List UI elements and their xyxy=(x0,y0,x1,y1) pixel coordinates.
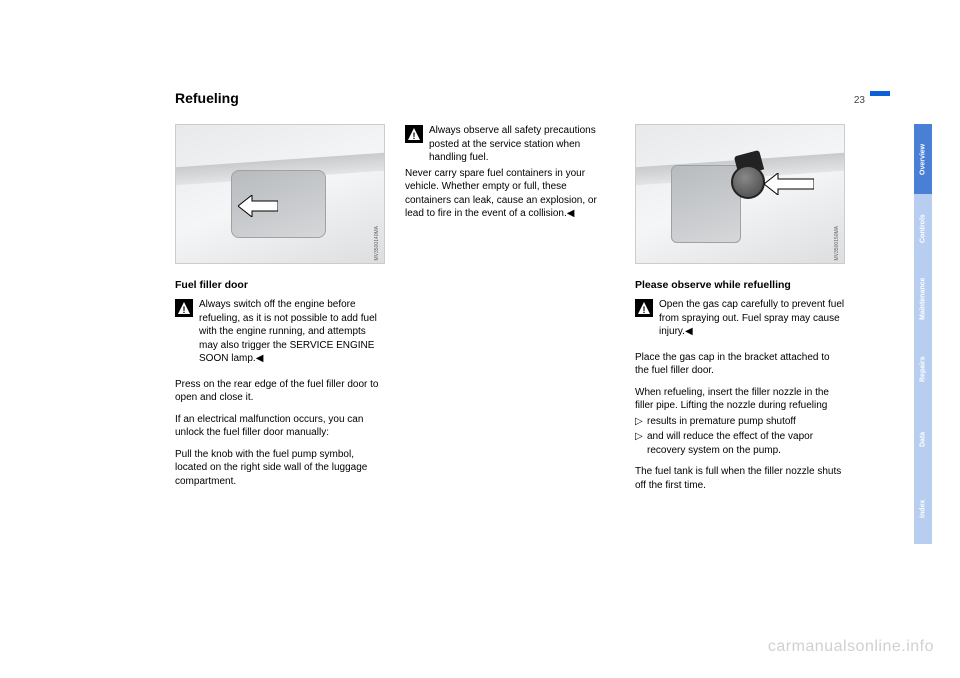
figure-fuel-door: MV3500140MA xyxy=(175,124,385,264)
tab-data[interactable]: Data xyxy=(914,404,932,474)
bullet-shutoff: ▷ results in premature pump shutoff xyxy=(635,415,845,429)
tab-controls[interactable]: Controls xyxy=(914,194,932,264)
column-1: MV3500140MA Fuel filler door ! Always sw… xyxy=(175,124,385,500)
tab-overview[interactable]: Overview xyxy=(914,124,932,194)
bullet-vapor: ▷ and will reduce the effect of the vapo… xyxy=(635,430,845,457)
warning-icon: ! xyxy=(405,125,423,143)
book-edge-marker xyxy=(870,91,890,96)
watermark: carmanualsonline.info xyxy=(768,638,934,656)
side-tabs: Overview Controls Maintenance Repairs Da… xyxy=(914,124,932,544)
arrow-insert-icon xyxy=(764,173,814,195)
callout-open-cap: ! Open the gas cap carefully to prevent … xyxy=(635,298,845,339)
para-insert-nozzle: When refueling, insert the filler nozzle… xyxy=(635,386,845,413)
warning-icon: ! xyxy=(635,299,653,317)
svg-text:!: ! xyxy=(413,131,416,141)
callout-engine-off: ! Always switch off the engine before re… xyxy=(175,298,385,366)
callout-containers: Never carry spare fuel containers in you… xyxy=(405,167,615,221)
figure-code: MV3500150MA xyxy=(834,226,841,260)
tab-index[interactable]: Index xyxy=(914,474,932,544)
arrow-left-icon xyxy=(238,195,278,217)
figure-door-open xyxy=(671,165,741,243)
figure-code: MV3500140MA xyxy=(374,226,381,260)
para-place-cap: Place the gas cap in the bracket attache… xyxy=(635,351,845,378)
figure-gas-cap: MV3500150MA xyxy=(635,124,845,264)
column-3: MV3500150MA Please observe while refuell… xyxy=(635,124,845,500)
page-header: Refueling 23 xyxy=(175,90,865,106)
para-tank-full: The fuel tank is full when the filler no… xyxy=(635,465,845,492)
warning-icon: ! xyxy=(175,299,193,317)
columns: MV3500140MA Fuel filler door ! Always sw… xyxy=(175,124,865,500)
tab-maintenance[interactable]: Maintenance xyxy=(914,264,932,334)
callout-safety-precautions: ! Always observe all safety precautions … xyxy=(405,124,615,165)
tab-repairs[interactable]: Repairs xyxy=(914,334,932,404)
page-content: Refueling 23 MV3500140MA Fuel filler doo… xyxy=(175,90,865,500)
page-title: Refueling xyxy=(175,90,239,106)
para-press-rear: Press on the rear edge of the fuel fille… xyxy=(175,378,385,405)
para-pull-knob: Pull the knob with the fuel pump symbol,… xyxy=(175,448,385,489)
callout-text: Open the gas cap carefully to prevent fu… xyxy=(659,298,845,339)
para-malfunction: If an electrical malfunction occurs, you… xyxy=(175,413,385,440)
subhead-fuel-filler-door: Fuel filler door xyxy=(175,278,385,292)
column-2: ! Always observe all safety precautions … xyxy=(405,124,615,500)
svg-text:!: ! xyxy=(183,305,186,315)
svg-text:!: ! xyxy=(643,305,646,315)
subhead-observe-refuelling: Please observe while refuelling xyxy=(635,278,845,292)
figure-gas-cap-circle xyxy=(731,165,765,199)
callout-text: Always switch off the engine before refu… xyxy=(199,298,385,366)
page-number: 23 xyxy=(854,95,865,106)
callout-text: Always observe all safety precautions po… xyxy=(429,124,615,165)
